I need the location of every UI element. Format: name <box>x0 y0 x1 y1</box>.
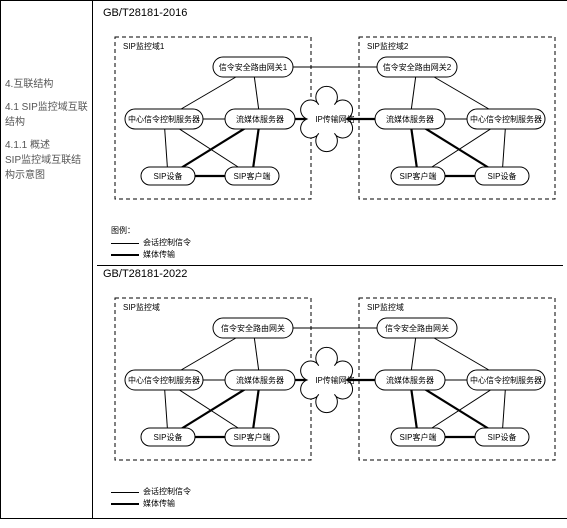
node-label: 信令安全路由网关2 <box>383 62 452 72</box>
domain-label: SIP监控域2 <box>367 41 409 51</box>
domain-label: SIP监控域 <box>367 302 404 312</box>
node-label: SIP设备 <box>488 171 517 181</box>
heading-4-1-1: 4.1.1 概述 <box>5 138 88 153</box>
legend-thick-line <box>111 503 139 505</box>
domain-label: SIP监控域1 <box>123 41 165 51</box>
right-panel: GB/T28181-2016SIP监控域1SIP监控域2IP传输网络信令安全路由… <box>93 1 567 519</box>
node-label: 中心信令控制服务器 <box>128 375 200 385</box>
legend-thin-text: 会话控制信令 <box>143 237 191 249</box>
ip-cloud-label: IP传输网络 <box>315 375 355 385</box>
node-label: 中心信令控制服务器 <box>470 375 542 385</box>
node-label: 流媒体服务器 <box>386 114 434 124</box>
node-label: 信令安全路由网关 <box>385 323 449 333</box>
node-label: 中心信令控制服务器 <box>128 114 200 124</box>
node-label: SIP设备 <box>154 432 183 442</box>
legend: 图例：会话控制信令媒体传输 <box>97 224 567 265</box>
left-panel: 4.互联结构 4.1 SIP监控域互联结构 4.1.1 概述 SIP监控域互联结… <box>1 1 93 519</box>
node-label: 流媒体服务器 <box>386 375 434 385</box>
ip-cloud-label: IP传输网络 <box>315 114 355 124</box>
caption-text: SIP监控域互联结构示意图 <box>5 153 88 183</box>
legend-thick-text: 媒体传输 <box>143 249 175 261</box>
node-label: 流媒体服务器 <box>236 375 284 385</box>
node-label: 中心信令控制服务器 <box>470 114 542 124</box>
node-label: SIP客户端 <box>400 171 437 181</box>
heading-4: 4.互联结构 <box>5 77 88 92</box>
legend-thin-line <box>111 243 139 244</box>
network-diagram: SIP监控域1 SIP监控域2 IP传输网络 信令安全路由网关1 信令安全路由网关2 中心… <box>97 19 567 224</box>
node-label: 信令安全路由网关1 <box>219 62 288 72</box>
legend-label: 图例： <box>111 225 567 237</box>
node-label: SIP设备 <box>154 171 183 181</box>
node-label: 流媒体服务器 <box>236 114 284 124</box>
heading-4-1: 4.1 SIP监控域互联结构 <box>5 100 88 130</box>
node-label: SIP客户端 <box>234 171 271 181</box>
diagram-figure: GB/T28181-2016 SIP监控域1 SIP监控域2 IP传输网络 信令安全路由… <box>97 5 567 265</box>
network-diagram: SIP监控域 SIP监控域 IP传输网络 信令安全路由网关 信令安全路由网关中心信令控制… <box>97 280 567 485</box>
domain-label: SIP监控域 <box>123 302 160 312</box>
comparison-table: 4.互联结构 4.1 SIP监控域互联结构 4.1.1 概述 SIP监控域互联结… <box>0 0 567 519</box>
diagram-figure: GB/T28181-2022 SIP监控域 SIP监控域 IP传输网络 信令安全路由网关… <box>97 266 567 514</box>
node-label: SIP设备 <box>488 432 517 442</box>
node-label: SIP客户端 <box>400 432 437 442</box>
legend-thin-line <box>111 492 139 493</box>
node-label: SIP客户端 <box>234 432 271 442</box>
figure-title: GB/T28181-2016 <box>97 5 567 19</box>
legend: 会话控制信令媒体传输 <box>97 485 567 514</box>
legend-thick-text: 媒体传输 <box>143 498 175 510</box>
legend-thin-text: 会话控制信令 <box>143 486 191 498</box>
figure-title: GB/T28181-2022 <box>97 266 567 280</box>
node-label: 信令安全路由网关 <box>221 323 285 333</box>
legend-thick-line <box>111 254 139 256</box>
